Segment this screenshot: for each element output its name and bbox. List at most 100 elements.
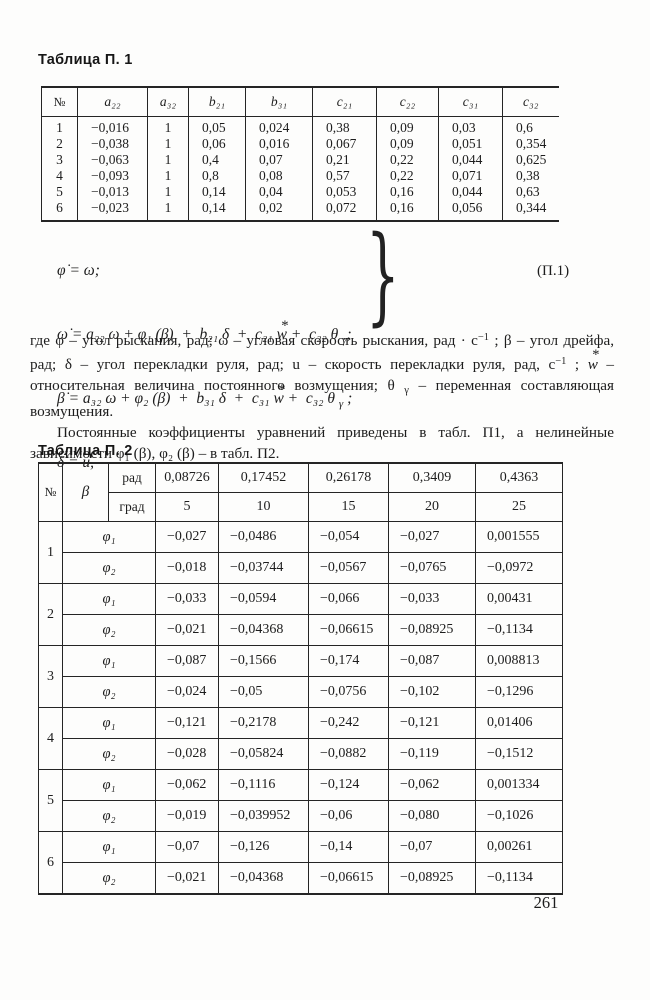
table2-cell: −0,04368 [218, 862, 309, 895]
table2-row-phi2: φ₂ −0,021 −0,04368 −0,06615 −0,08925 −0,… [39, 862, 563, 895]
table1-header-c31: c₃₁ [438, 87, 503, 117]
definitions-paragraph: где φ – угол рыскания, рад; ω – угловая … [30, 327, 614, 422]
table2-cell: −0,124 [308, 769, 389, 801]
table2-row-phi2: φ₂ −0,021 −0,04368 −0,06615 −0,08925 −0,… [39, 614, 563, 646]
equation-text: ; [346, 326, 352, 343]
curly-brace: } [366, 213, 400, 336]
table1-cell: 0,22 [376, 152, 439, 168]
table1-cell: −0,038 [77, 136, 148, 152]
table2-beta-header: β [62, 462, 109, 522]
table2-row-phi1: 2 φ₁ −0,033 −0,0594 −0,066 −0,033 0,0043… [38, 583, 563, 646]
table1-cell: 6 [41, 200, 78, 221]
table2-cell: −0,028 [155, 738, 219, 770]
table2-cell: −0,021 [155, 614, 219, 646]
gamma-subscript: γ [338, 398, 344, 410]
equation-text: ; [343, 390, 353, 407]
table1-cell: 0,4 [188, 152, 246, 168]
table2-cell: −0,14 [308, 831, 389, 863]
table1: № a₂₂ a₃₂ b₂₁ b₃₁ c₂₁ c₂₂ c₃₁ c₃₂ 1 −0,0… [41, 86, 559, 222]
table1-cell: 3 [41, 152, 78, 168]
table2-row-phi1: 6 φ₁ −0,07 −0,126 −0,14 −0,07 0,00261 [38, 831, 563, 895]
phi2-label: φ₂ [62, 800, 156, 832]
table2-group-no: 5 [38, 769, 63, 832]
table1-cell: 0,57 [312, 168, 377, 184]
table1-cell: 0,09 [376, 136, 439, 152]
table1-cell: 0,07 [245, 152, 313, 168]
table1-cell: 2 [41, 136, 78, 152]
w-star-symbol: * w [587, 347, 600, 375]
table2-no-header: № [38, 462, 63, 522]
table2-row-phi1: 5 φ₁ −0,062 −0,1116 −0,124 −0,062 0,0013… [38, 769, 563, 832]
definition-text: – относительная величина постоянного воз… [30, 356, 614, 394]
table2-cell: −0,039952 [218, 800, 309, 832]
table2-cell: −0,0486 [218, 521, 309, 553]
table2-cell: 0,00431 [475, 583, 563, 615]
table1-cell: 0,016 [245, 136, 313, 152]
table2-cell: −0,080 [388, 800, 476, 832]
table1-cell: −0,063 [77, 152, 148, 168]
table2-cell: −0,019 [155, 800, 219, 832]
table1-cell: 0,044 [438, 152, 503, 168]
table2-cell: −0,062 [155, 769, 219, 801]
page-number: 261 [533, 893, 559, 912]
table2-row-phi2: φ₂ −0,019 −0,039952 −0,06 −0,080 −0,1026 [39, 800, 563, 832]
table2-cell: −0,06615 [308, 862, 389, 895]
table1-cell: 0,16 [376, 200, 439, 221]
table2-rad-value: 0,26178 [308, 462, 389, 493]
table2-rad-value: 0,3409 [388, 462, 476, 493]
table2-cell: 0,01406 [475, 707, 563, 739]
table2-rad-value: 0,08726 [155, 462, 219, 493]
table2-cell: −0,033 [388, 583, 476, 615]
table1-cell: 0,63 [516, 184, 540, 199]
phi2-label: φ₂ [62, 614, 156, 646]
table2-header-row-grad: град 5 10 15 20 25 [39, 492, 563, 522]
table2-rad-value: 0,4363 [475, 462, 563, 493]
table1-cell: 0,06 [188, 136, 246, 152]
table1-cell: −0,016 [77, 116, 148, 136]
table2-cell: 0,00261 [475, 831, 563, 863]
table2-cell: −0,102 [388, 676, 476, 708]
table1-cell: 0,02 [245, 200, 313, 221]
definition-text: – переменная составляющая возмущения. [30, 377, 614, 420]
table1-cell: 0,14 [188, 200, 246, 221]
table2-cell: −0,0756 [308, 676, 389, 708]
phi1-label: φ₁ [62, 707, 156, 739]
table1-cell: 0,354 [516, 136, 547, 151]
phi1-label: φ₁ [62, 769, 156, 801]
table1-cell: 0,21 [312, 152, 377, 168]
table2-cell: −0,174 [308, 645, 389, 677]
table2-row-phi2: φ₂ −0,018 −0,03744 −0,0567 −0,0765 −0,09… [39, 552, 563, 584]
table2-cell: −0,027 [388, 521, 476, 553]
table2-rad-label: рад [108, 462, 156, 493]
table2-row-phi1: 1 φ₁ −0,027 −0,0486 −0,054 −0,027 0,0015… [38, 521, 563, 584]
table2-cell: 0,001555 [475, 521, 563, 553]
table1-cell: 1 [147, 136, 189, 152]
table1-cell: 0,04 [245, 184, 313, 200]
table1-row: 3 −0,063 1 0,4 0,07 0,21 0,22 0,044 0,62… [41, 152, 559, 168]
phi2-label: φ₂ [62, 676, 156, 708]
table2-grad-value: 20 [388, 492, 476, 522]
table2-group-no: 6 [38, 831, 63, 895]
text-block: где φ – угол рыскания, рад; ω – угловая … [30, 327, 614, 464]
table2-cell: −0,126 [218, 831, 309, 863]
table2-grad-label: град [108, 492, 156, 522]
table2-cell: −0,0972 [475, 552, 563, 584]
table2-cell: −0,066 [308, 583, 389, 615]
phi2-label: φ₂ [62, 552, 156, 584]
w-variable: w [587, 356, 598, 373]
table2-cell: −0,1566 [218, 645, 309, 677]
table2-grad-value: 15 [308, 492, 389, 522]
table1-cell: 0,38 [312, 116, 377, 136]
table2-cell: −0,08925 [388, 862, 476, 895]
table2-cell: −0,2178 [218, 707, 309, 739]
equation-text: φ̇ = ω; [57, 262, 100, 279]
table2-cell: −0,1134 [475, 862, 563, 895]
table1-cell: 0,051 [438, 136, 503, 152]
table2-cell: −0,1026 [475, 800, 563, 832]
table1-cell: 0,067 [312, 136, 377, 152]
asterisk-accent: * [278, 381, 286, 398]
table2-header-row-rad: № β рад 0,08726 0,17452 0,26178 0,3409 0… [38, 462, 563, 522]
equation-line-1: φ̇ = ω; [57, 257, 352, 285]
table2-cell: −0,087 [155, 645, 219, 677]
table2-cell: −0,08925 [388, 614, 476, 646]
